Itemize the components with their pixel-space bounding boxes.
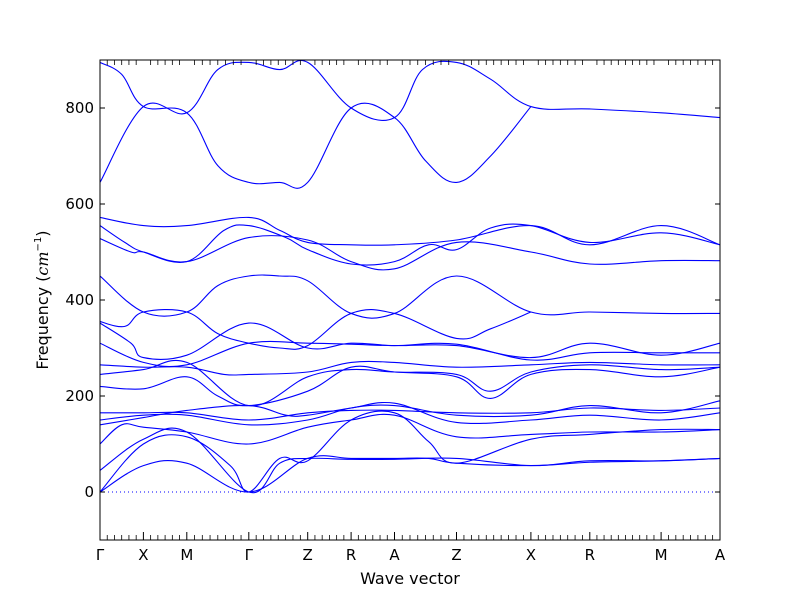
x-tick-label: R — [346, 546, 356, 564]
x-tick-label: Γ — [96, 546, 105, 564]
y-axis-title-exponent: −1 — [33, 237, 44, 252]
x-tick-label: M — [180, 546, 193, 564]
phonon-branch-17 — [100, 427, 720, 494]
x-tick-label: A — [715, 546, 726, 564]
y-tick-label: 600 — [65, 195, 94, 213]
phonon-branch-14 — [100, 400, 720, 426]
phonon-branch-2 — [100, 61, 532, 189]
x-tick-label: X — [138, 546, 148, 564]
phonon-branch-10 — [100, 360, 720, 376]
phonon-branch-6 — [100, 274, 720, 319]
x-tick-label: A — [389, 546, 400, 564]
x-tick-label: Z — [303, 546, 313, 564]
phonon-branch-12 — [100, 365, 720, 407]
phonon-branch-7 — [100, 309, 532, 350]
x-tick-label: M — [655, 546, 668, 564]
phonon-branch-5 — [100, 234, 720, 271]
phonon-branch-8 — [100, 322, 720, 361]
x-tick-label: R — [585, 546, 595, 564]
y-tick-label: 0 — [84, 483, 94, 501]
x-tick-label: X — [526, 546, 536, 564]
x-axis-title: Wave vector — [360, 569, 460, 588]
phonon-branch-19 — [100, 410, 720, 493]
x-tick-label: Γ — [245, 546, 254, 564]
phonon-branch-9 — [100, 340, 720, 368]
y-axis-title-main: Frequency ( — [33, 276, 52, 370]
y-tick-label: 200 — [65, 387, 94, 405]
y-tick-label: 800 — [65, 99, 94, 117]
phonon-branch-13 — [100, 407, 720, 421]
y-axis: 0 200 400 600 800 — [65, 99, 720, 501]
x-tick-label: Z — [451, 546, 461, 564]
phonon-branch-3 — [100, 216, 720, 246]
y-tick-label: 400 — [65, 291, 94, 309]
phonon-branch-1 — [100, 60, 720, 183]
y-axis-title-unit: cm — [33, 251, 52, 275]
y-axis-title: Frequency (cm−1) — [33, 230, 52, 369]
series-layer — [100, 60, 720, 494]
y-axis-title-close: ) — [33, 230, 52, 236]
phonon-branch-15 — [100, 402, 720, 426]
phonon-branch-18 — [100, 455, 720, 493]
